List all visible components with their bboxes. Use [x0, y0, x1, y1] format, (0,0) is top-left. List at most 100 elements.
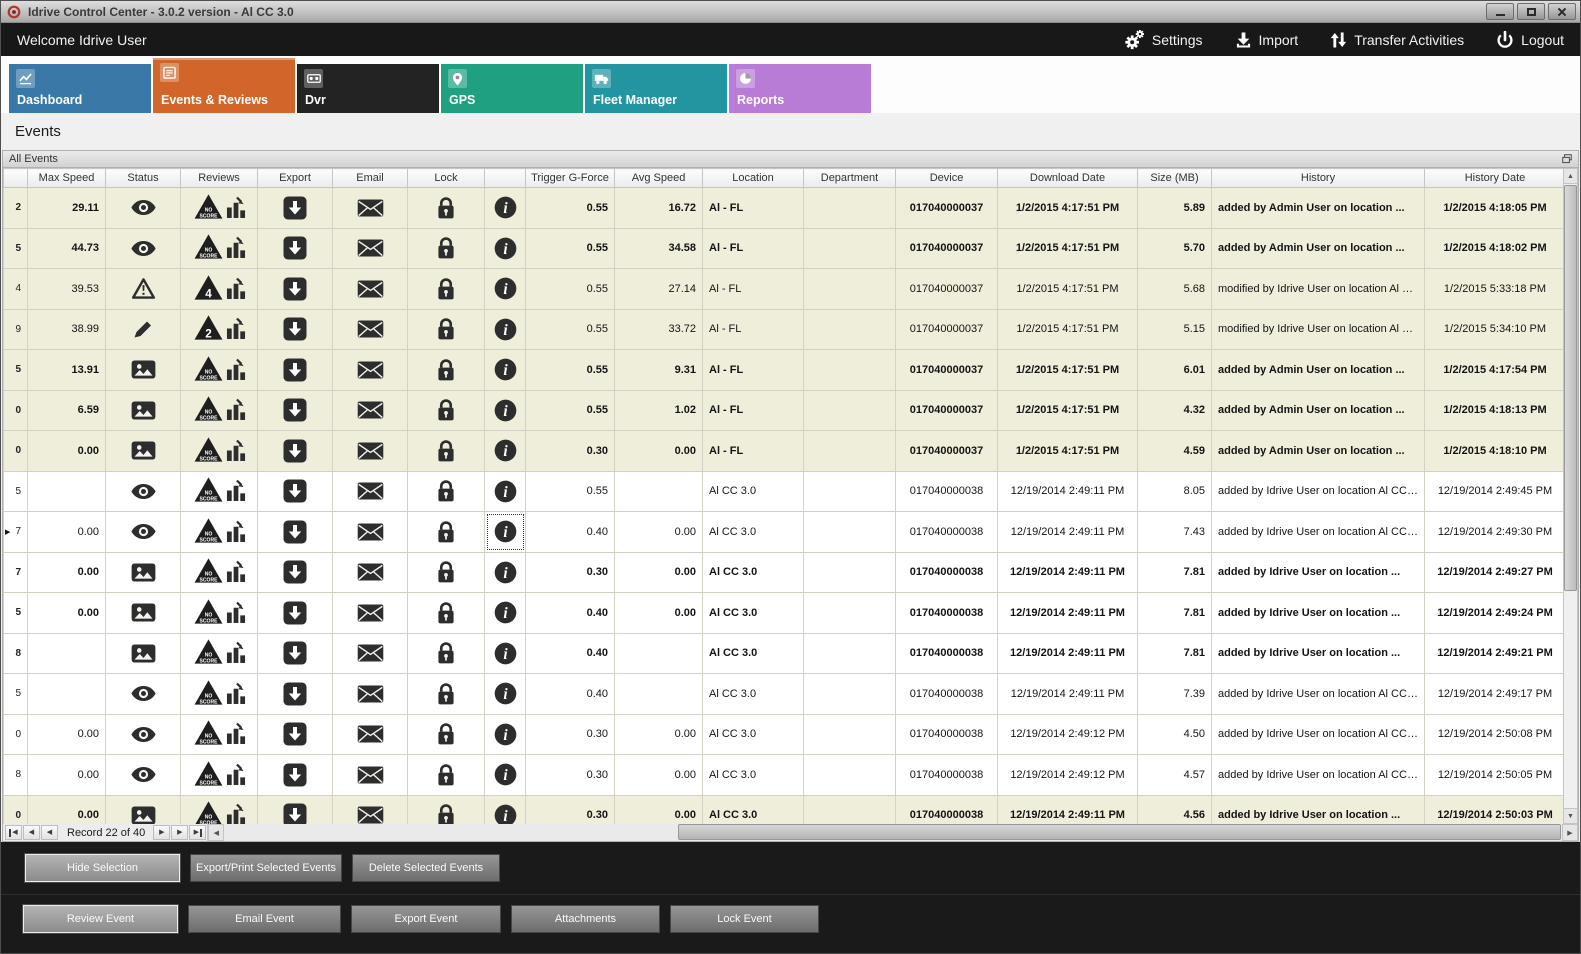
export-event-button[interactable]: Export Event	[351, 905, 501, 933]
cell-export[interactable]	[257, 268, 333, 310]
cell-reviews[interactable]: NO SCORE	[180, 673, 258, 715]
lock-event-button[interactable]: Lock Event	[670, 905, 819, 933]
cell-email[interactable]	[332, 673, 408, 715]
cell-email[interactable]	[332, 551, 408, 593]
settings-button[interactable]: Settings	[1123, 29, 1203, 50]
email-envelope-icon[interactable]	[357, 482, 384, 500]
info-icon[interactable]: i	[494, 763, 517, 786]
last-record-button[interactable]: ▶	[189, 825, 207, 840]
cell-email[interactable]	[332, 430, 408, 472]
export-download-icon[interactable]	[283, 601, 307, 625]
cell-email[interactable]	[332, 794, 408, 824]
first-record-button[interactable]: ◀	[5, 825, 22, 840]
cell-email[interactable]	[332, 754, 408, 796]
cell-export[interactable]	[257, 308, 333, 350]
column-header-max-speed[interactable]: Max Speed	[27, 168, 106, 188]
column-header-location[interactable]: Location	[702, 168, 804, 188]
close-button[interactable]	[1548, 3, 1576, 20]
cell-reviews[interactable]: NO SCORE	[180, 511, 258, 553]
export-download-icon[interactable]	[283, 560, 307, 584]
cell-export[interactable]	[257, 632, 333, 674]
export-download-icon[interactable]	[283, 317, 307, 341]
info-icon[interactable]: i	[494, 237, 517, 260]
tab-reports[interactable]: Reports	[729, 64, 871, 113]
lock-padlock-icon[interactable]	[437, 237, 455, 259]
column-header-department[interactable]: Department	[803, 168, 896, 188]
cell-export[interactable]	[257, 511, 333, 553]
column-header-email[interactable]: Email	[332, 168, 408, 188]
cell-lock[interactable]	[407, 632, 485, 674]
info-icon[interactable]: i	[494, 520, 517, 543]
export-download-icon[interactable]	[283, 682, 307, 706]
email-envelope-icon[interactable]	[357, 766, 384, 784]
cell-reviews[interactable]: NO SCORE	[180, 632, 258, 674]
export-download-icon[interactable]	[283, 479, 307, 503]
column-header-device[interactable]: Device	[895, 168, 998, 188]
info-icon[interactable]: i	[494, 804, 517, 824]
prev-page-button[interactable]: ◀	[23, 825, 40, 840]
cell-reviews[interactable]: NO SCORE	[180, 754, 258, 796]
cell-export[interactable]	[257, 754, 333, 796]
info-icon[interactable]: i	[494, 439, 517, 462]
column-header-download-date[interactable]: Download Date	[997, 168, 1138, 188]
cell-lock[interactable]	[407, 430, 485, 472]
cell-lock[interactable]	[407, 470, 485, 512]
email-envelope-icon[interactable]	[357, 239, 384, 257]
horizontal-scrollbar[interactable]: ◀ ▶	[207, 824, 1578, 841]
vertical-scroll-thumb[interactable]	[1564, 185, 1577, 591]
export-download-icon[interactable]	[283, 398, 307, 422]
cell-email[interactable]	[332, 632, 408, 674]
lock-padlock-icon[interactable]	[437, 359, 455, 381]
cell-export[interactable]	[257, 349, 333, 391]
cell-info[interactable]: i	[484, 268, 526, 310]
cell-lock[interactable]	[407, 713, 485, 755]
cell-lock[interactable]	[407, 308, 485, 350]
table-row[interactable]: 5 44.73 NO SCORE i 0.55 34.58 Al - FL 0170400000…	[3, 227, 1563, 269]
email-envelope-icon[interactable]	[357, 320, 384, 338]
lock-padlock-icon[interactable]	[437, 318, 455, 340]
cell-reviews[interactable]: NO SCORE	[180, 592, 258, 634]
cell-export[interactable]	[257, 187, 333, 229]
transfer-activities-button[interactable]: Transfer Activities	[1330, 31, 1464, 49]
horizontal-scroll-thumb[interactable]	[678, 824, 1561, 840]
tab-gps[interactable]: GPS	[441, 64, 583, 113]
table-row[interactable]: 5 NO SCORE i 0.40 Al CC 3.0 017040000038 12/19/…	[3, 673, 1563, 715]
email-event-button[interactable]: Email Event	[188, 905, 341, 933]
export-download-icon[interactable]	[283, 439, 307, 463]
cell-info[interactable]: i	[484, 227, 526, 269]
info-icon[interactable]: i	[494, 642, 517, 665]
info-icon[interactable]: i	[494, 480, 517, 503]
export-download-icon[interactable]	[283, 358, 307, 382]
column-header-status[interactable]: Status	[105, 168, 181, 188]
table-row[interactable]: 5 0.00 NO SCORE i 0.40 0.00 Al CC 3.0 0170400000…	[3, 592, 1563, 634]
cell-lock[interactable]	[407, 673, 485, 715]
email-envelope-icon[interactable]	[357, 725, 384, 743]
info-icon[interactable]: i	[494, 682, 517, 705]
cell-email[interactable]	[332, 187, 408, 229]
cell-email[interactable]	[332, 389, 408, 431]
info-icon[interactable]: i	[494, 399, 517, 422]
cell-email[interactable]	[332, 592, 408, 634]
lock-padlock-icon[interactable]	[437, 521, 455, 543]
tab-dashboard[interactable]: Dashboard	[9, 64, 151, 113]
table-row[interactable]: 2 29.11 NO SCORE i 0.55 16.72 Al - FL 0170400000…	[3, 187, 1563, 229]
cell-export[interactable]	[257, 592, 333, 634]
cell-info[interactable]: i	[484, 430, 526, 472]
cell-reviews[interactable]: NO SCORE	[180, 227, 258, 269]
cell-info[interactable]: i	[484, 673, 526, 715]
cell-email[interactable]	[332, 511, 408, 553]
cell-lock[interactable]	[407, 754, 485, 796]
cell-reviews[interactable]: NO SCORE	[180, 389, 258, 431]
export-print-selected-events-button[interactable]: Export/Print Selected Events	[190, 854, 342, 882]
cell-export[interactable]	[257, 673, 333, 715]
table-row[interactable]: 9 38.99 2 i 0.55 33.72 Al - FL 017040000037 1/2/…	[3, 308, 1563, 350]
cell-email[interactable]	[332, 227, 408, 269]
column-header-size-mb[interactable]: Size (MB)	[1137, 168, 1212, 188]
lock-padlock-icon[interactable]	[437, 197, 455, 219]
cell-info[interactable]: i	[484, 754, 526, 796]
email-envelope-icon[interactable]	[357, 563, 384, 581]
table-row[interactable]: 4 39.53 4 i 0.55 27.14 Al - FL 017040000037 1/2/…	[3, 268, 1563, 310]
table-row[interactable]: 7 0.00 NO SCORE i 0.30 0.00 Al CC 3.0 0170400000…	[3, 551, 1563, 593]
lock-padlock-icon[interactable]	[437, 602, 455, 624]
next-page-button[interactable]: ▶	[171, 825, 189, 840]
